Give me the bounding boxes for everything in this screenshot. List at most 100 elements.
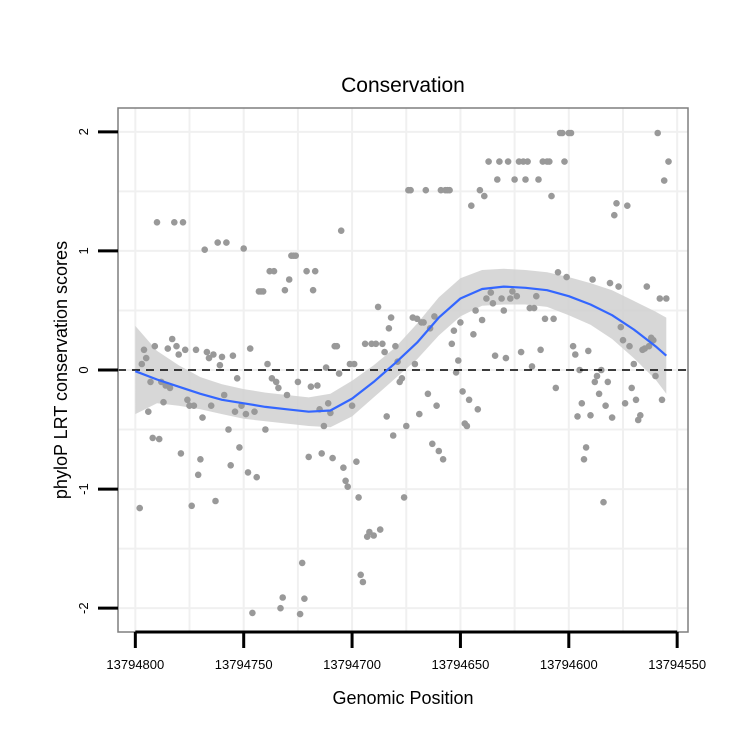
- data-point: [483, 295, 490, 302]
- data-point: [602, 402, 609, 410]
- data-point: [574, 413, 581, 420]
- data-point: [416, 410, 423, 418]
- data-point: [613, 200, 620, 207]
- data-point: [487, 289, 495, 296]
- data-point: [400, 494, 408, 501]
- data-point: [580, 456, 588, 463]
- data-point: [407, 186, 414, 194]
- data-point: [496, 158, 503, 165]
- data-point: [207, 402, 215, 410]
- data-point: [665, 158, 672, 165]
- data-point: [630, 360, 638, 368]
- data-point: [194, 471, 202, 479]
- data-point: [262, 426, 269, 433]
- data-point: [218, 353, 226, 361]
- data-point: [155, 435, 163, 443]
- data-point: [233, 375, 241, 382]
- data-point: [559, 129, 566, 137]
- data-point: [231, 408, 239, 416]
- data-point: [591, 378, 599, 386]
- data-point: [350, 360, 358, 368]
- data-point: [546, 158, 553, 165]
- data-point: [281, 286, 289, 294]
- data-point: [403, 422, 410, 430]
- data-point: [457, 319, 464, 326]
- x-tick-label: 13794650: [432, 657, 490, 672]
- data-point: [621, 400, 629, 407]
- data-point: [645, 342, 653, 350]
- data-point: [537, 346, 544, 354]
- data-point: [322, 364, 330, 371]
- y-axis-label: phyloP LRT conservation scores: [51, 241, 71, 499]
- data-point: [498, 295, 505, 302]
- data-point: [424, 390, 432, 398]
- data-point: [502, 354, 510, 362]
- data-point: [376, 526, 384, 533]
- confidence-band: [135, 268, 667, 428]
- data-point: [311, 267, 319, 275]
- data-point: [504, 158, 512, 165]
- data-point: [318, 450, 326, 457]
- data-point: [448, 340, 456, 348]
- data-point: [561, 158, 568, 165]
- data-point: [552, 384, 560, 392]
- data-point: [292, 252, 300, 259]
- plot-panel: [117, 107, 689, 633]
- data-point: [298, 559, 306, 567]
- data-point: [541, 315, 549, 323]
- data-point: [615, 283, 622, 290]
- data-point: [205, 354, 213, 362]
- data-point: [535, 176, 542, 183]
- data-point: [301, 595, 308, 602]
- smooth-curve: [134, 285, 668, 413]
- data-point: [658, 396, 666, 404]
- y-tick-label: 1: [76, 247, 91, 254]
- data-point: [420, 319, 427, 326]
- data-point: [171, 219, 178, 226]
- data-point: [337, 227, 345, 234]
- data-point: [431, 313, 438, 320]
- data-point: [459, 388, 466, 395]
- data-point: [145, 408, 152, 416]
- data-point: [481, 192, 488, 200]
- data-point: [567, 129, 575, 137]
- data-point: [357, 571, 365, 579]
- data-point: [587, 412, 594, 419]
- data-point: [372, 340, 380, 348]
- data-point: [279, 594, 287, 601]
- confidence-ribbon: [135, 268, 667, 428]
- data-point: [199, 414, 206, 421]
- data-point: [595, 390, 603, 398]
- data-point: [439, 456, 447, 463]
- data-point: [628, 384, 635, 392]
- data-point: [197, 456, 204, 463]
- data-point: [611, 211, 618, 219]
- y-tick-label: -1: [76, 483, 91, 495]
- data-point: [554, 269, 562, 276]
- data-point: [225, 426, 232, 433]
- data-point: [533, 292, 540, 300]
- data-point: [463, 422, 471, 430]
- data-point: [383, 413, 391, 420]
- data-point: [517, 348, 525, 356]
- data-point: [608, 414, 616, 421]
- data-point: [476, 186, 484, 194]
- data-point: [296, 610, 304, 618]
- data-point: [359, 578, 367, 586]
- data-point: [392, 342, 399, 350]
- data-point: [465, 396, 473, 404]
- data-point: [192, 346, 200, 354]
- data-point: [307, 383, 315, 391]
- data-point: [220, 391, 228, 399]
- data-point: [422, 186, 430, 194]
- data-point: [528, 363, 536, 370]
- data-point: [335, 370, 343, 377]
- data-point: [509, 288, 516, 295]
- data-point: [660, 177, 668, 184]
- data-point: [210, 351, 217, 358]
- data-point: [585, 347, 592, 355]
- x-tick-label: 13794550: [648, 657, 706, 672]
- data-point: [227, 462, 234, 469]
- data-point: [242, 410, 250, 418]
